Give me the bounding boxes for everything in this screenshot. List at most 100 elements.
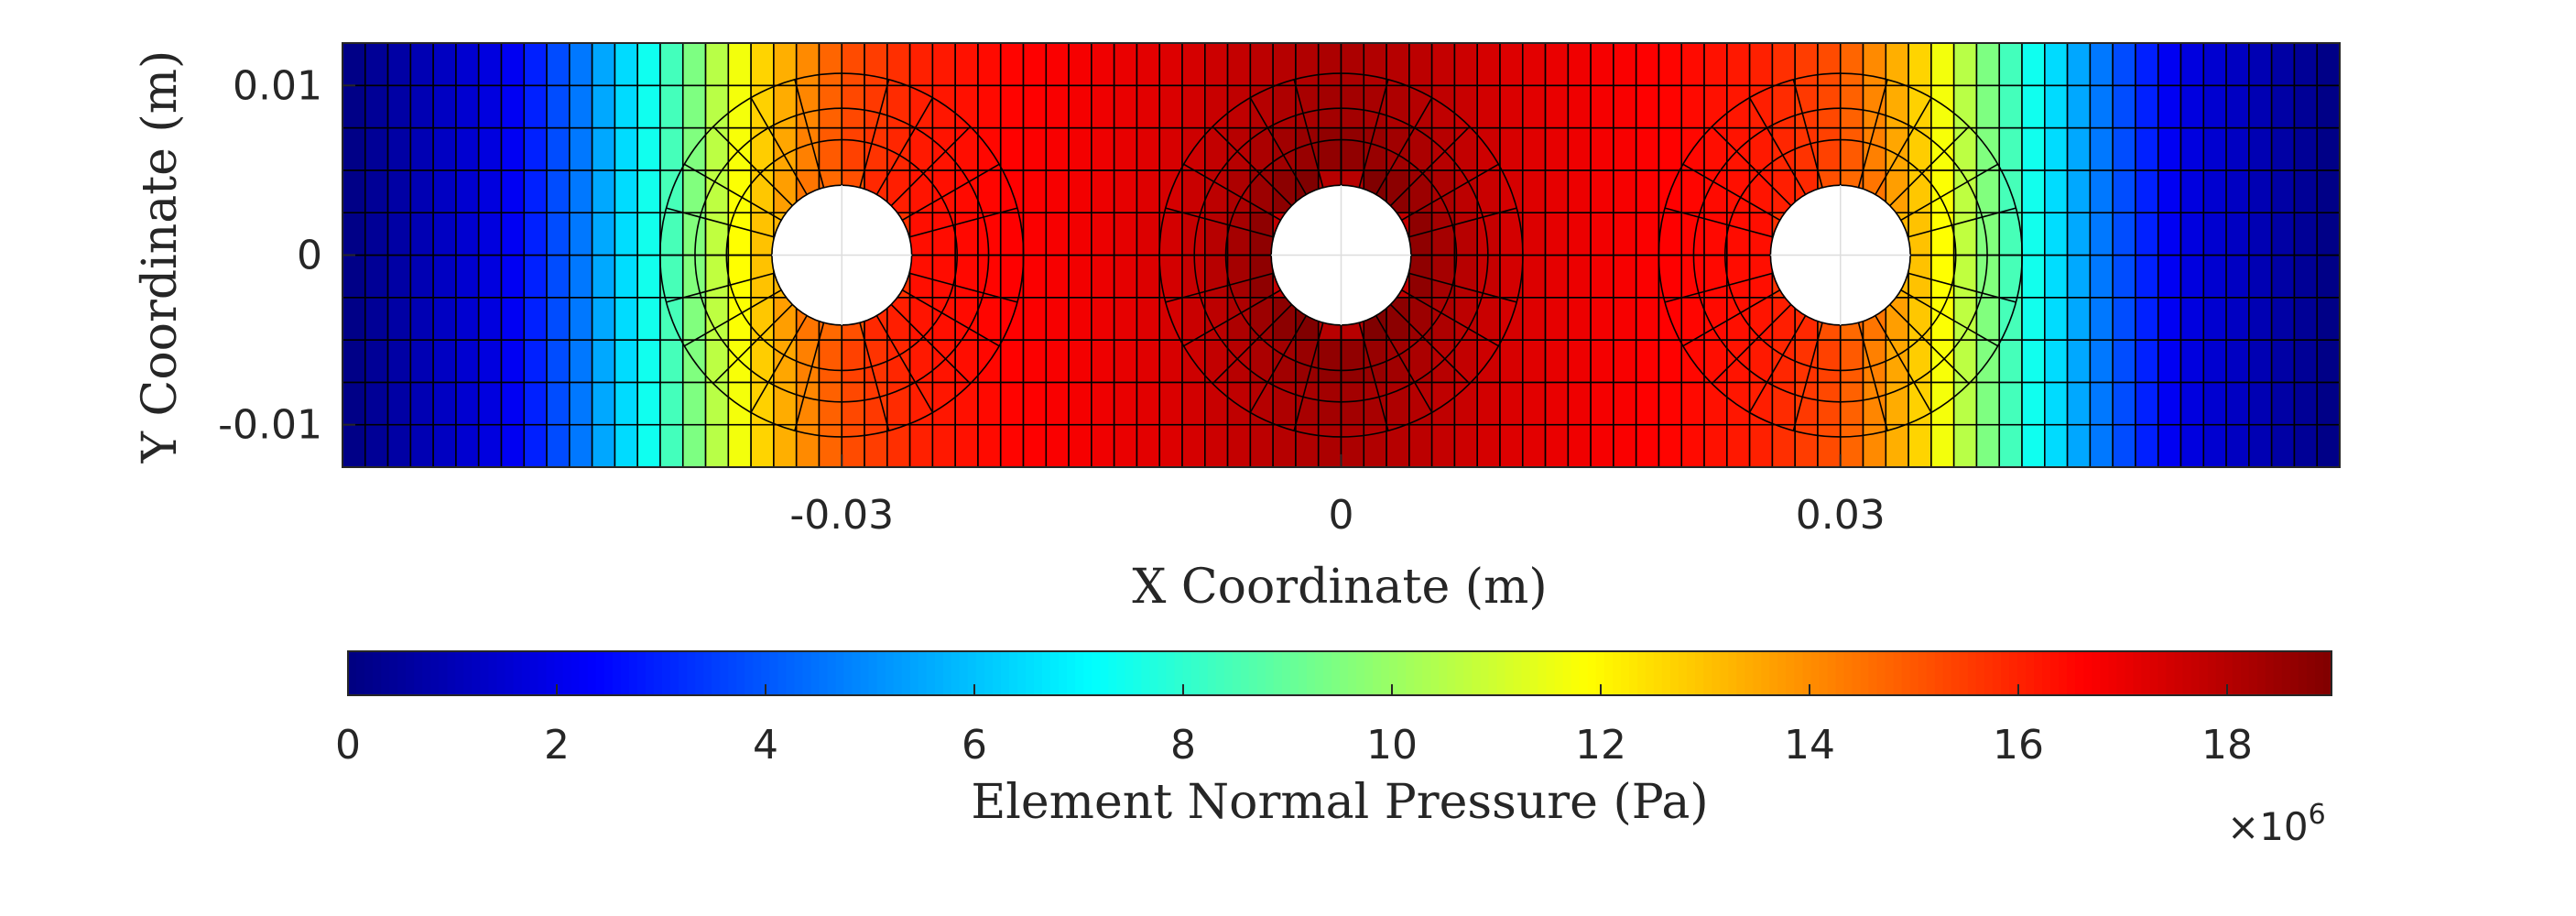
mesh-element [1613, 296, 1637, 341]
mesh-element [2044, 381, 2069, 426]
mesh-element [1430, 423, 1456, 467]
colorbar-segment [1472, 651, 1482, 695]
mesh-element [2089, 84, 2114, 129]
mesh-element [364, 296, 389, 341]
colorbar-segment [1885, 651, 1895, 695]
colorbar-segment [496, 651, 506, 695]
mesh-element [1317, 126, 1342, 171]
mesh-element [1045, 212, 1070, 256]
mesh-element [1158, 339, 1183, 384]
mesh-element [659, 43, 684, 87]
mesh-element [1952, 43, 1978, 87]
colorbar-segment [1521, 651, 1531, 695]
mesh-element [2202, 212, 2227, 256]
mesh-element [886, 423, 911, 467]
mesh-element [1817, 381, 1842, 426]
colorbar-segment [1273, 651, 1283, 695]
colorbar-segment [529, 651, 539, 695]
mesh-element [2316, 423, 2340, 467]
mesh-element [1658, 423, 1683, 467]
mesh-element [569, 423, 593, 467]
mesh-element [1748, 381, 1774, 426]
colorbar-segment [2182, 651, 2192, 695]
mesh-element [2135, 296, 2159, 341]
mesh-spoke [1408, 272, 1517, 303]
mesh-element [1363, 84, 1387, 129]
colorbar-segment [1794, 651, 1804, 695]
colorbar-segment [1819, 651, 1829, 695]
colorbar-segment [1975, 651, 1985, 695]
mesh-element [2293, 296, 2319, 341]
colorbar-segment [669, 651, 679, 695]
mesh-element [977, 381, 1002, 426]
x-tick-label: 0 [1329, 492, 1354, 539]
mesh-element [1203, 339, 1229, 384]
mesh-element [1158, 84, 1183, 129]
colorbar-segment [1298, 651, 1308, 695]
mesh-element [1862, 126, 1887, 171]
mesh-element [2225, 126, 2250, 171]
mesh-element [2157, 43, 2182, 87]
colorbar-segment [364, 651, 374, 695]
colorbar-segment [2248, 651, 2258, 695]
mesh-element [523, 169, 548, 213]
mesh-element [886, 339, 911, 384]
mesh-element [1091, 381, 1115, 426]
mesh-element [1022, 43, 1048, 87]
mesh-element [500, 212, 526, 256]
colorbar-segment [1306, 651, 1316, 695]
colorbar-segment [1984, 651, 1994, 695]
mesh-element [591, 126, 616, 171]
mesh-element [864, 339, 888, 384]
mesh-element [841, 423, 865, 467]
mesh-element [569, 254, 593, 299]
colorbar-segment [1571, 651, 1581, 695]
mesh-element [1136, 381, 1161, 426]
mesh-element [954, 381, 979, 426]
mesh-spoke [1165, 272, 1274, 303]
colorbar-segment [687, 651, 696, 695]
colorbar-segment [1141, 651, 1151, 695]
mesh-element [500, 43, 526, 87]
mesh-spoke [1792, 79, 1823, 188]
colorbar-segment [2125, 651, 2135, 695]
mesh-element [2066, 339, 2092, 384]
mesh-element [864, 84, 888, 129]
mesh-element [1952, 381, 1978, 426]
mesh-spoke [1249, 315, 1308, 413]
colorbar-segment [843, 651, 853, 695]
mesh-element [1022, 381, 1048, 426]
colorbar-segment [1389, 651, 1398, 695]
mesh-element [1590, 254, 1614, 299]
mesh-element [1544, 339, 1570, 384]
colorbar-segment [942, 651, 952, 695]
mesh-element [1908, 43, 1932, 87]
mesh-element [2066, 212, 2092, 256]
colorbar-segment [679, 651, 688, 695]
mesh-element [2316, 84, 2340, 129]
mesh-element [2157, 169, 2182, 213]
mesh-element [1113, 423, 1138, 467]
mesh-element [2021, 212, 2046, 256]
mesh-element [977, 169, 1002, 213]
mesh-element [1590, 169, 1614, 213]
mesh-element [1136, 296, 1161, 341]
colorbar-segment [636, 651, 647, 695]
colorbar-segment [1827, 651, 1837, 695]
mesh-element [795, 381, 821, 426]
mesh-element [1317, 381, 1342, 426]
mesh-element [1794, 381, 1819, 426]
mesh-element [1317, 423, 1342, 467]
mesh-element [2044, 126, 2069, 171]
mesh-element [704, 381, 730, 426]
mesh-element [546, 126, 571, 171]
mesh-element [1113, 126, 1138, 171]
mesh-element [2248, 381, 2273, 426]
mesh-element [773, 43, 798, 87]
mesh-element [2248, 296, 2273, 341]
mesh-element [1181, 84, 1206, 129]
mesh-spoke [1358, 79, 1389, 188]
mesh-element [1635, 126, 1660, 171]
mesh-element [1952, 84, 1978, 129]
mesh-element [1091, 84, 1115, 129]
